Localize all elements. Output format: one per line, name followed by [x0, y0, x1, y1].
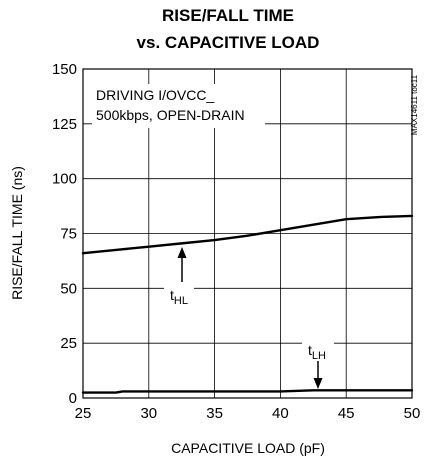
- chart-subtitle: vs. CAPACITIVE LOAD: [137, 33, 320, 52]
- thl-label-main: t: [170, 287, 174, 303]
- y-tick-label: 0: [69, 390, 77, 407]
- y-tick-label: 100: [52, 171, 77, 188]
- series-line-tlh: [81, 389, 414, 394]
- x-tick-label: 30: [140, 405, 157, 422]
- x-axis-label: CAPACITIVE LOAD (pF): [171, 440, 325, 456]
- thl-label-background: [164, 283, 194, 307]
- tlh-label-sub: LH: [312, 350, 326, 362]
- annotation-line-2: 500kbps, OPEN-DRAIN: [96, 107, 245, 123]
- annotation-background: [92, 84, 265, 128]
- y-tick-label: 75: [60, 226, 77, 243]
- x-tick-label: 45: [338, 405, 355, 422]
- tlh-arrow-head: [313, 378, 323, 389]
- y-axis-label: RISE/FALL TIME (ns): [9, 166, 25, 300]
- figure-code: MAX14611 toc11: [410, 74, 419, 135]
- tlh-label-main: t: [308, 342, 312, 358]
- tlh-series-label: tLH: [308, 342, 326, 362]
- y-tick-label: 125: [52, 116, 77, 133]
- x-tick-label: 25: [75, 405, 92, 422]
- thl-arrow-head: [177, 247, 187, 258]
- tlh-label-background: [302, 338, 334, 362]
- x-tick-label: 40: [272, 405, 289, 422]
- y-tick-label: 50: [60, 280, 77, 297]
- series-layer: [81, 214, 414, 394]
- x-tick-label: 50: [404, 405, 421, 422]
- y-tick-label: 150: [52, 61, 77, 78]
- y-tick-label: 25: [60, 335, 77, 352]
- annotation-line-1: DRIVING I/OVCC_: [96, 87, 214, 103]
- chart-title: RISE/FALL TIME: [162, 6, 294, 25]
- x-tick-label: 35: [206, 405, 223, 422]
- series-line-thl: [81, 214, 414, 255]
- thl-series-label: tHL: [170, 287, 188, 307]
- plot-frame: [82, 68, 413, 399]
- thl-label-sub: HL: [174, 295, 188, 307]
